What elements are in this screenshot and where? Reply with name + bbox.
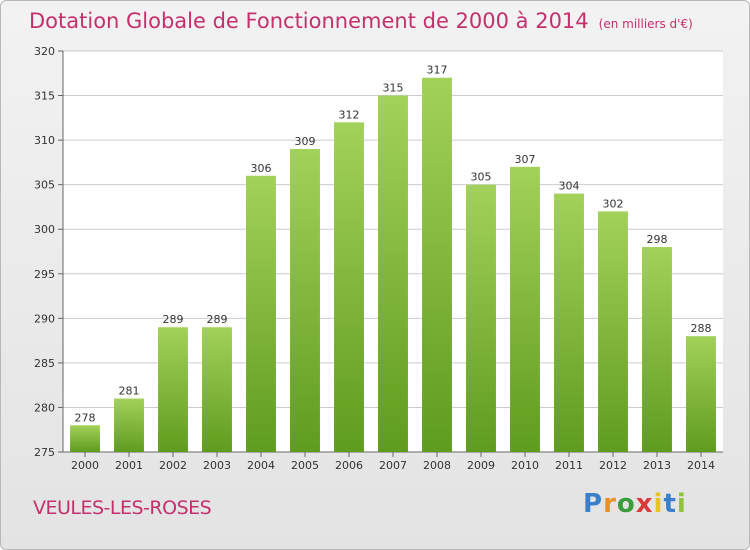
bar (246, 175, 276, 452)
bar (378, 95, 408, 453)
bar-value-label: 302 (603, 197, 624, 210)
logo-letter: r (603, 489, 617, 519)
chart-subtitle: (en milliers d'€) (598, 17, 693, 31)
proxiti-logo: Proxiti (583, 489, 687, 519)
bar-value-label: 281 (119, 385, 140, 398)
y-tick-label: 280 (34, 401, 55, 414)
x-tick-label: 2008 (423, 459, 451, 472)
x-tick-label: 2013 (643, 459, 671, 472)
x-tick-label: 2004 (247, 459, 275, 472)
x-tick-label: 2014 (687, 459, 715, 472)
bar-value-label: 306 (251, 162, 272, 175)
bar (290, 149, 320, 452)
bar-value-label: 304 (559, 180, 580, 193)
bar (642, 247, 672, 452)
bar (70, 425, 100, 452)
bar (202, 327, 232, 452)
logo-letter: o (616, 489, 636, 519)
bar-value-label: 289 (207, 313, 228, 326)
logo-letter: i (676, 489, 687, 519)
bar (686, 336, 716, 452)
x-tick-label: 2009 (467, 459, 495, 472)
y-tick-label: 320 (34, 45, 55, 58)
commune-name: VEULES-LES-ROSES (33, 497, 212, 519)
bar-value-label: 278 (75, 411, 96, 424)
x-tick-label: 2005 (291, 459, 319, 472)
x-tick-label: 2000 (71, 459, 99, 472)
bar (598, 211, 628, 452)
bar-value-label: 305 (471, 171, 492, 184)
bar (334, 122, 364, 453)
chart-title: Dotation Globale de Fonctionnement de 20… (29, 9, 693, 33)
bar-value-label: 288 (691, 322, 712, 335)
bar (158, 327, 188, 452)
bar (422, 77, 452, 452)
y-tick-label: 275 (34, 446, 55, 459)
bar (554, 193, 584, 453)
bar-value-label: 307 (515, 153, 536, 166)
bar-value-label: 309 (295, 135, 316, 148)
y-tick-label: 310 (34, 134, 55, 147)
bar (114, 398, 144, 452)
bar-value-label: 298 (647, 233, 668, 246)
logo-letter: i (653, 489, 664, 519)
logo-letter: x (635, 489, 654, 519)
chart-title-text: Dotation Globale de Fonctionnement de 20… (29, 9, 589, 33)
bar (466, 184, 496, 452)
x-tick-label: 2007 (379, 459, 407, 472)
x-tick-label: 2010 (511, 459, 539, 472)
y-tick-label: 295 (34, 268, 55, 281)
y-tick-label: 305 (34, 179, 55, 192)
x-tick-label: 2003 (203, 459, 231, 472)
bar-value-label: 315 (383, 82, 404, 95)
x-tick-label: 2011 (555, 459, 583, 472)
x-tick-label: 2002 (159, 459, 187, 472)
y-tick-label: 300 (34, 223, 55, 236)
y-tick-label: 315 (34, 90, 55, 103)
x-tick-label: 2001 (115, 459, 143, 472)
bar-value-label: 312 (339, 108, 360, 121)
y-tick-label: 285 (34, 357, 55, 370)
logo-letter: P (583, 489, 604, 519)
bar (510, 166, 540, 452)
y-tick-label: 290 (34, 312, 55, 325)
bar-value-label: 317 (427, 64, 448, 77)
logo-letter: t (663, 489, 677, 519)
bar-value-label: 289 (163, 313, 184, 326)
x-tick-label: 2006 (335, 459, 363, 472)
x-tick-label: 2012 (599, 459, 627, 472)
